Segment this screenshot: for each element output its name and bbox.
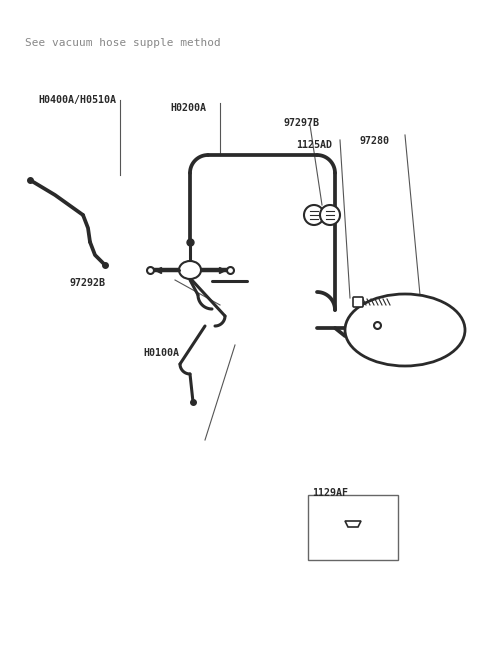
Text: H0400A/H0510A: H0400A/H0510A [38, 95, 116, 105]
Text: H0200A: H0200A [170, 103, 206, 113]
Text: 97280: 97280 [360, 136, 390, 146]
Ellipse shape [345, 294, 465, 366]
Text: 97292B: 97292B [70, 278, 106, 288]
Ellipse shape [179, 261, 201, 279]
Text: See vacuum hose supple method: See vacuum hose supple method [25, 38, 221, 48]
Bar [308, 495, 398, 560]
Text: 97297B: 97297B [283, 118, 319, 128]
Circle shape [304, 205, 324, 225]
FancyBboxPatch shape [353, 297, 363, 307]
Polygon shape [345, 521, 361, 527]
Polygon shape [345, 521, 361, 527]
Text: 1129AF: 1129AF [312, 488, 348, 498]
Text: 1125AD: 1125AD [296, 140, 332, 150]
Text: H0100A: H0100A [143, 348, 179, 358]
Circle shape [320, 205, 340, 225]
